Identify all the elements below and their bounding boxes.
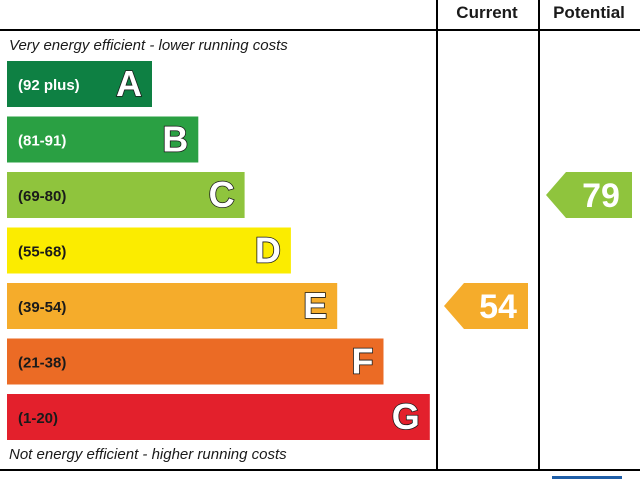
corner-mark — [552, 476, 622, 479]
band-a-bar — [7, 61, 152, 107]
band-c-letter: C — [209, 174, 235, 215]
band-b-range: (81-91) — [18, 133, 66, 150]
band-a-letter: A — [116, 63, 142, 104]
band-c-bar — [7, 172, 245, 218]
band-c-range: (69-80) — [18, 188, 66, 205]
band-f-letter: F — [352, 341, 374, 382]
bottom-note: Not energy efficient - higher running co… — [9, 446, 287, 463]
band-g-letter: G — [392, 396, 420, 437]
band-f-range: (21-38) — [18, 355, 66, 372]
band-f-bar — [7, 338, 384, 385]
band-d-range: (55-68) — [18, 244, 66, 261]
band-e-range: (39-54) — [18, 299, 66, 316]
potential-arrow — [546, 172, 632, 218]
band-d-bar — [7, 227, 291, 274]
current-column-header: Current — [456, 3, 518, 22]
band-e-letter: E — [303, 285, 327, 326]
current-value: 54 — [479, 288, 517, 326]
band-b-bar — [7, 116, 199, 163]
band-g-bar — [7, 394, 430, 440]
band-a-range: (92 plus) — [18, 77, 80, 94]
band-g-range: (1-20) — [18, 410, 58, 427]
band-d-letter: D — [255, 230, 281, 271]
rating-arrows: 54 79 — [444, 172, 632, 329]
rating-bands: (92 plus) A (81-91) B (69-80) C (55-68) D (39-54… — [7, 61, 430, 440]
top-note: Very energy efficient - lower running co… — [9, 37, 288, 54]
potential-value: 79 — [582, 177, 620, 215]
potential-column-header: Potential — [553, 3, 625, 22]
band-e-bar — [7, 283, 338, 329]
current-arrow — [444, 283, 528, 329]
band-b-letter: B — [162, 119, 188, 160]
